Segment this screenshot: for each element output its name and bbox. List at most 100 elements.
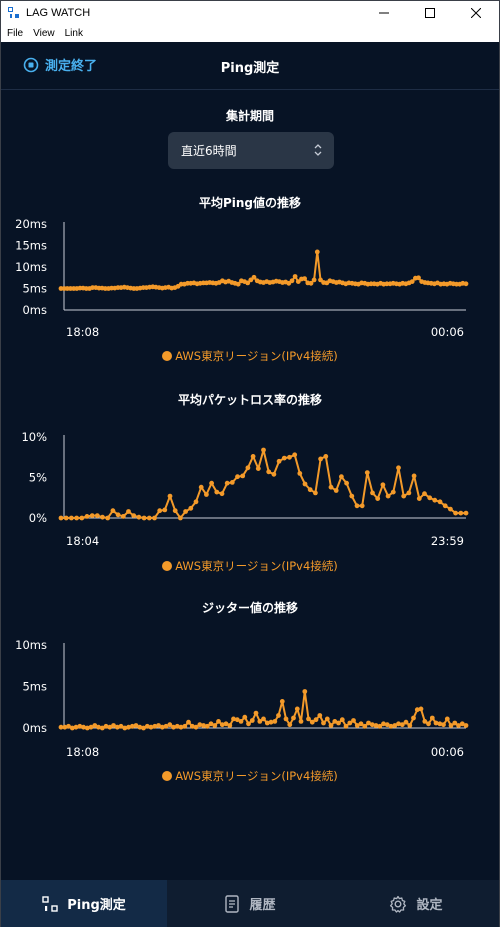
x-end-label: 00:06	[431, 745, 464, 759]
data-point	[294, 706, 300, 712]
data-point	[167, 722, 173, 728]
bottom-navigation: Ping測定 履歴 設定	[1, 880, 499, 927]
ping-chart: 20ms 15ms 10ms 5ms 0ms 18:08 00:06	[15, 217, 469, 339]
data-point	[255, 466, 261, 471]
y-tick-label: 0ms	[22, 721, 47, 735]
data-point	[152, 723, 158, 729]
tab-history[interactable]: 履歴	[167, 880, 333, 927]
data-point	[231, 716, 236, 722]
x-start-label: 18:04	[66, 534, 99, 548]
data-point	[328, 723, 334, 728]
data-point	[339, 474, 344, 480]
data-point	[171, 724, 176, 730]
stop-measurement-button[interactable]: 測定終了	[23, 55, 97, 74]
data-point	[178, 724, 184, 730]
data-point	[448, 506, 453, 512]
data-point	[416, 496, 422, 501]
data-point	[276, 458, 282, 464]
data-point	[347, 720, 353, 726]
title-bar: LAG WATCH	[1, 1, 499, 25]
y-tick-label: 10%	[21, 430, 47, 444]
data-point	[306, 716, 311, 722]
legend-marker	[162, 351, 173, 361]
data-point	[69, 725, 75, 731]
data-point	[136, 514, 142, 520]
menu-view[interactable]: View	[33, 28, 55, 39]
data-point	[105, 515, 111, 521]
data-point	[302, 689, 308, 694]
data-point	[403, 719, 409, 725]
minimize-button[interactable]	[361, 1, 407, 25]
data-point	[444, 716, 450, 722]
tab-settings[interactable]: 設定	[333, 880, 499, 927]
page-title: Ping測定	[220, 61, 280, 76]
data-point	[242, 714, 248, 720]
data-point	[279, 699, 285, 704]
data-point	[66, 723, 71, 729]
data-point	[385, 493, 391, 499]
data-point	[370, 490, 375, 496]
legend-ping: AWS東京リージョン(IPv4接続)	[1, 348, 499, 364]
data-point	[84, 725, 90, 731]
data-point	[235, 281, 241, 287]
data-point	[336, 720, 341, 726]
data-point	[193, 499, 199, 505]
x-end-label: 00:06	[431, 325, 464, 339]
data-point	[227, 723, 233, 728]
data-point	[432, 497, 438, 503]
data-point	[344, 480, 349, 486]
data-point	[182, 723, 188, 729]
data-point	[245, 465, 251, 471]
menu-link[interactable]: Link	[64, 28, 83, 39]
data-point	[437, 721, 443, 727]
y-tick-label: 10ms	[15, 638, 47, 652]
maximize-button[interactable]	[407, 1, 453, 25]
data-point	[172, 508, 178, 514]
data-point	[58, 724, 64, 730]
data-point	[251, 274, 257, 280]
data-point	[399, 722, 405, 728]
data-point	[452, 720, 458, 726]
data-point	[287, 454, 292, 460]
data-point	[250, 454, 256, 459]
data-point	[174, 723, 180, 729]
data-point	[157, 508, 163, 514]
data-point	[314, 249, 320, 255]
data-point	[359, 503, 365, 509]
data-point	[384, 722, 390, 728]
data-point	[219, 491, 225, 497]
data-point	[198, 484, 204, 490]
data-point	[272, 719, 278, 724]
data-point	[248, 277, 254, 283]
close-button[interactable]	[453, 1, 499, 25]
data-point	[441, 722, 446, 728]
data-point	[183, 509, 189, 514]
data-point	[426, 721, 431, 727]
y-tick-label: 10ms	[15, 260, 47, 274]
data-point	[414, 707, 420, 713]
period-label: 集計期間	[225, 109, 274, 123]
data-point	[74, 515, 79, 521]
data-point	[144, 723, 150, 729]
data-point	[159, 724, 165, 730]
ping-icon	[42, 895, 58, 912]
history-icon	[225, 894, 240, 913]
data-point	[245, 280, 251, 286]
period-select[interactable]: 直近6時間	[168, 132, 334, 169]
x-start-label: 18:08	[66, 745, 99, 759]
data-point	[261, 716, 266, 722]
data-point	[392, 723, 398, 728]
data-point	[257, 719, 263, 724]
data-point	[289, 278, 295, 284]
data-point	[463, 281, 469, 287]
data-point	[366, 720, 371, 726]
app-logo-icon	[8, 7, 19, 18]
data-point	[238, 719, 244, 724]
data-point	[459, 721, 465, 727]
menu-file[interactable]: File	[7, 28, 24, 39]
data-point	[422, 719, 428, 724]
data-point	[148, 724, 154, 730]
data-point	[276, 713, 281, 718]
tab-ping[interactable]: Ping測定	[1, 880, 167, 927]
data-point	[354, 723, 360, 728]
